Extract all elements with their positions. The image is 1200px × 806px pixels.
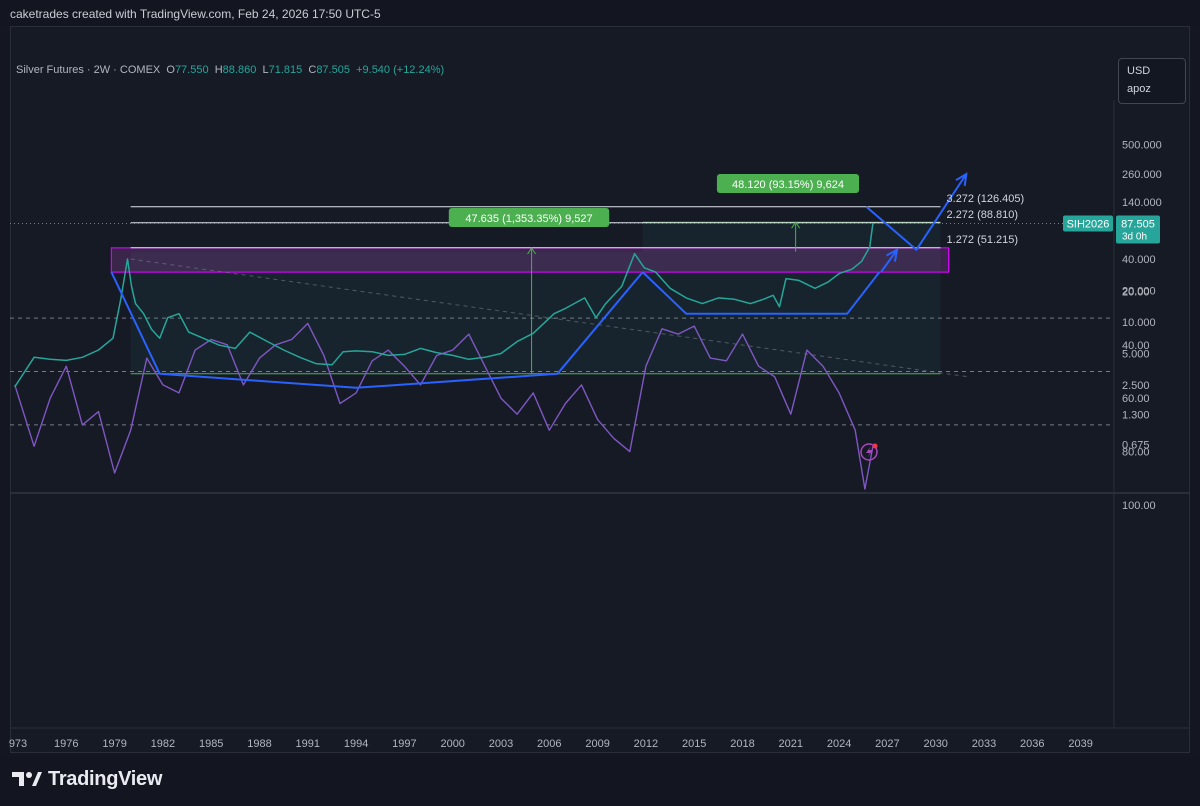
rsi-tick-label: 40.00 <box>1122 340 1150 352</box>
top-bar: caketrades created with TradingView.com,… <box>0 0 1200 26</box>
resistance-zone[interactable] <box>110 247 950 273</box>
time-tick-label: 2033 <box>972 738 996 750</box>
price-tick-label: 0.675 <box>1122 439 1150 451</box>
tradingview-logo: TradingView <box>12 767 162 791</box>
time-tick-label: 2030 <box>923 738 947 750</box>
price-series-line[interactable] <box>14 223 874 388</box>
price-tick-label: 140.000 <box>1122 197 1162 209</box>
time-tick-label: 973 <box>9 738 27 750</box>
breakout-arrowhead <box>886 247 899 262</box>
time-tick-label: 2000 <box>440 738 464 750</box>
time-tick-label: 1985 <box>199 738 223 750</box>
change-value: +9.540 (+12.24%) <box>356 64 445 76</box>
time-tick-label: 2021 <box>779 738 803 750</box>
time-tick-label: 1976 <box>54 738 78 750</box>
measure-label-2-box[interactable] <box>716 174 860 193</box>
high-label: H <box>214 64 223 76</box>
close-label: C <box>308 64 317 76</box>
projection-path[interactable] <box>865 173 968 251</box>
price-tick-label: 2.500 <box>1122 380 1150 392</box>
chart-panel[interactable] <box>10 26 1190 753</box>
time-tick-label: 2024 <box>827 738 851 750</box>
measure-label-1-box[interactable] <box>448 208 610 227</box>
currency-unit-selector[interactable]: USD apoz <box>1118 58 1186 104</box>
time-tick-label: 2006 <box>537 738 561 750</box>
price-tick-label: 1.300 <box>1122 410 1150 422</box>
measure-arrow-1-head <box>527 247 537 255</box>
time-tick-label: 2009 <box>585 738 609 750</box>
measure-label-2: 48.120 (93.15%) 9,624 <box>732 179 844 191</box>
time-tick-label: 1997 <box>392 738 416 750</box>
projection-arrowhead <box>955 172 968 187</box>
tradingview-wordmark: TradingView <box>48 767 163 790</box>
time-tick-label: 2039 <box>1068 738 1092 750</box>
low-value: 71.815 <box>268 64 303 76</box>
handle-breakout-line[interactable] <box>880 249 898 273</box>
price-tick-label: 40.000 <box>1122 254 1156 266</box>
open-value: 77.550 <box>174 64 209 76</box>
open-label: O <box>166 64 175 76</box>
price-tick-label: 500.000 <box>1122 139 1162 151</box>
handle-drawing[interactable] <box>642 271 881 315</box>
time-tick-label: 2015 <box>682 738 706 750</box>
fib-level-label: 3.272 (126.405) <box>947 193 1025 205</box>
measure-label-1: 47.635 (1,353.35%) 9,527 <box>465 213 592 225</box>
chart-credit: caketrades created with TradingView.com,… <box>10 7 381 21</box>
symbol-price-tag: SIH2026 <box>1067 218 1110 230</box>
price-tick-label: 20.000 <box>1122 286 1156 298</box>
rsi-tick-label: 60.00 <box>1122 393 1150 405</box>
time-tick-label: 2027 <box>875 738 899 750</box>
rsi-series-line[interactable] <box>14 322 874 490</box>
last-price-tag-box[interactable] <box>1116 215 1160 244</box>
time-tick-label: 2018 <box>730 738 754 750</box>
symbol-price-tag-box[interactable] <box>1063 215 1113 232</box>
price-tick-label: 10.000 <box>1122 317 1156 329</box>
time-tick-label: 1994 <box>344 738 368 750</box>
tradingview-logo-icon <box>12 772 42 786</box>
time-tick-label: 2003 <box>489 738 513 750</box>
symbol-title: Silver Futures · 2W · COMEX <box>16 64 161 76</box>
fib-level-label: 1.272 (51.215) <box>947 234 1019 246</box>
time-tick-label: 1982 <box>151 738 175 750</box>
low-label: L <box>262 64 269 76</box>
close-value: 87.505 <box>316 64 350 76</box>
high-value: 88.860 <box>222 64 257 76</box>
cup-drawing[interactable] <box>110 271 644 389</box>
scale-mode-label[interactable]: apoz <box>1127 83 1151 95</box>
currency-label[interactable]: USD <box>1127 65 1151 77</box>
measure-arrow-2-head <box>791 221 801 229</box>
fib-level-label: 2.272 (88.810) <box>947 209 1019 221</box>
alert-lightning-icon[interactable] <box>860 443 878 461</box>
time-tick-label: 2036 <box>1020 738 1044 750</box>
footer-bar <box>0 756 1200 806</box>
rsi-tick-label: 20.00 <box>1122 286 1150 298</box>
price-tick-label: 260.000 <box>1122 169 1162 181</box>
price-tick-label: 5.000 <box>1122 349 1150 361</box>
time-tick-label: 2012 <box>634 738 658 750</box>
symbol-legend: Silver Futures · 2W · COMEX O77.550 H88.… <box>16 64 444 76</box>
rsi-tick-label: 80.00 <box>1122 447 1150 459</box>
rsi-tick-label: 100.00 <box>1122 500 1156 512</box>
bar-countdown: 3d 0h <box>1122 231 1147 242</box>
time-tick-label: 1988 <box>247 738 271 750</box>
dashed-trendline <box>130 258 968 378</box>
time-tick-label: 1979 <box>102 738 126 750</box>
last-price-value: 87.505 <box>1121 218 1155 230</box>
time-tick-label: 1991 <box>296 738 320 750</box>
